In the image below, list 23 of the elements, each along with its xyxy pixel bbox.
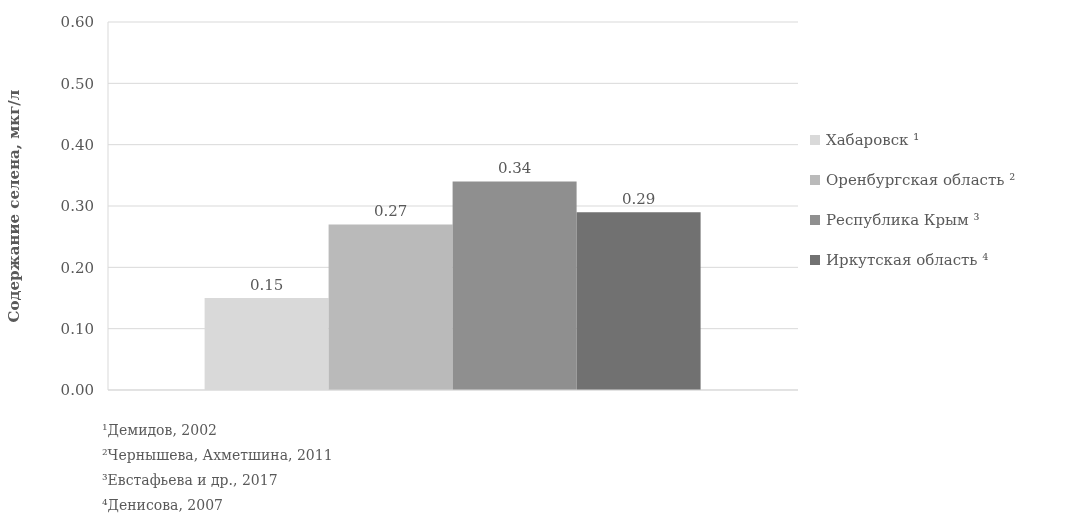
- y-axis-title: Содержание селена, мкг/л: [5, 89, 24, 323]
- legend-label: Оренбургская область ²: [826, 171, 1016, 189]
- legend-label: Иркутская область ⁴: [826, 251, 989, 269]
- bar: [452, 181, 577, 390]
- text: ¹Демидов, 2002: [102, 421, 218, 440]
- data-label: 0.29: [621, 190, 656, 209]
- legend-label: Хабаровск ¹: [826, 131, 920, 149]
- y-tick-label: 0.10: [60, 319, 94, 338]
- bar: [328, 224, 453, 390]
- text: ³Евстафьева и др., 2017: [102, 471, 279, 490]
- y-tick-label: 0.20: [60, 258, 94, 277]
- y-tick-label: 0.40: [60, 135, 94, 154]
- y-tick-label: 0.00: [60, 381, 94, 400]
- data-label: 0.34: [497, 159, 532, 178]
- text: ²Чернышева, Ахметшина, 2011: [102, 446, 333, 465]
- y-tick-label: 0.30: [60, 197, 94, 216]
- legend-label: Республика Крым ³: [826, 211, 980, 229]
- text: ⁴Денисова, 2007: [102, 496, 224, 515]
- y-tick-label: 0.50: [60, 74, 94, 93]
- data-label: 0.15: [249, 276, 284, 294]
- bar: [576, 212, 701, 390]
- data-label: 0.27: [373, 202, 408, 221]
- y-tick-label: 0.60: [60, 13, 94, 32]
